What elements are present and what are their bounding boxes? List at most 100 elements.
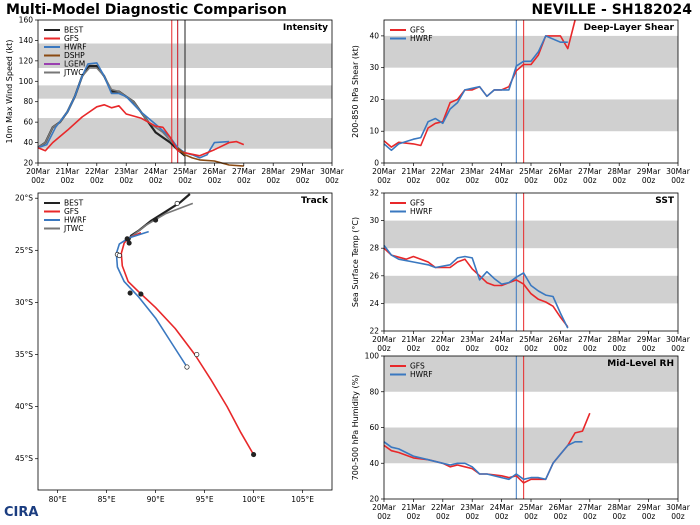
- intensity-panel-title: Intensity: [283, 23, 328, 33]
- sst-series-gfs: [383, 247, 569, 328]
- intensity-ylabel: 10m Max Wind Speed (kt): [5, 40, 14, 144]
- intensity-xtick-date: 29Mar: [291, 167, 316, 176]
- legend-label-gfs: GFS: [410, 26, 425, 35]
- intensity-xtick-hour: 00z: [178, 176, 192, 185]
- shear-ylabel: 200-850 hPa Shear (kt): [351, 45, 360, 138]
- track-ytick-label: 25°S: [15, 246, 33, 255]
- sst-ylabel: Sea Surface Temp (°C): [351, 217, 360, 307]
- intensity-xtick-date: 30Mar: [320, 167, 345, 176]
- shear-xtick-date: 26Mar: [549, 167, 574, 176]
- shear-xtick-hour: 00z: [524, 176, 538, 185]
- track-panel-title: Track: [301, 196, 329, 206]
- sst-xtick-date: 21Mar: [402, 335, 427, 344]
- rh-ytick-label: 40: [369, 459, 379, 468]
- sst-xtick-date: 28Mar: [607, 335, 632, 344]
- rh-xtick-date: 26Mar: [549, 503, 574, 512]
- sst-xtick-date: 24Mar: [490, 335, 515, 344]
- shear-ytick-label: 0: [374, 159, 379, 168]
- intensity-xtick-hour: 00z: [296, 176, 310, 185]
- sst-ytick-label: 28: [369, 244, 379, 253]
- sst-xtick-hour: 00z: [377, 344, 391, 353]
- shear-band-0: [384, 99, 678, 132]
- shear-xtick-hour: 00z: [612, 176, 626, 185]
- rh-xtick-hour: 00z: [671, 512, 685, 521]
- rh-xtick-date: 30Mar: [666, 503, 691, 512]
- sst-xtick-date: 23Mar: [460, 335, 485, 344]
- legend-label-jtwc: JTWC: [63, 68, 83, 77]
- track-position-marker: [138, 291, 144, 297]
- intensity-xtick-date: 25Mar: [173, 167, 198, 176]
- rh-xtick-date: 20Mar: [372, 503, 397, 512]
- shear-xtick-hour: 00z: [377, 176, 391, 185]
- rh-ytick-label: 60: [369, 423, 379, 432]
- rh-ytick-label: 20: [369, 495, 379, 504]
- rh-ytick-label: 80: [369, 387, 379, 396]
- shear-xtick-date: 20Mar: [372, 167, 397, 176]
- track-position-marker: [153, 217, 159, 223]
- intensity-series-dshp: [177, 147, 244, 167]
- intensity-xtick-hour: 00z: [119, 176, 133, 185]
- track-ytick-label: 30°S: [15, 298, 33, 307]
- sst-xtick-hour: 00z: [554, 344, 568, 353]
- sst-xtick-date: 30Mar: [666, 335, 691, 344]
- legend-label-gfs: GFS: [410, 362, 425, 371]
- track-position-marker: [116, 252, 122, 259]
- shear-panel-title: Deep-Layer Shear: [584, 23, 675, 33]
- sst-xtick-hour: 00z: [671, 344, 685, 353]
- sst-xtick-date: 22Mar: [431, 335, 456, 344]
- legend-label-hwrf: HWRF: [410, 207, 433, 216]
- shear-band-1: [384, 35, 678, 68]
- intensity-xtick-hour: 00z: [61, 176, 75, 185]
- sst-xtick-hour: 00z: [583, 344, 597, 353]
- intensity-xtick-hour: 00z: [266, 176, 280, 185]
- sst-series-hwrf: [383, 244, 569, 329]
- track-position-marker: [126, 240, 132, 246]
- rh-xtick-hour: 00z: [407, 512, 421, 521]
- shear-xtick-hour: 00z: [465, 176, 479, 185]
- sst-panel-title: SST: [655, 196, 675, 206]
- legend-label-hwrf: HWRF: [64, 216, 87, 225]
- rh-xtick-date: 21Mar: [402, 503, 427, 512]
- intensity-xtick-hour: 00z: [237, 176, 251, 185]
- intensity-xtick-date: 21Mar: [56, 167, 81, 176]
- legend-label-best: BEST: [64, 199, 84, 208]
- track-xtick-label: 105°E: [291, 495, 314, 504]
- rh-band-1: [384, 356, 678, 392]
- sst-ytick-label: 24: [369, 299, 379, 308]
- sst-xtick-hour: 00z: [642, 344, 656, 353]
- intensity-ytick-label: 160: [19, 16, 34, 25]
- rh-xtick-date: 28Mar: [607, 503, 632, 512]
- sst-xtick-hour: 00z: [465, 344, 479, 353]
- sst-ytick-label: 32: [369, 189, 379, 198]
- rh-ylabel: 700-500 hPa Humidity (%): [351, 375, 360, 481]
- track-series-best: [127, 193, 191, 243]
- intensity-xtick-hour: 00z: [208, 176, 222, 185]
- shear-series-hwrf: [383, 35, 568, 152]
- rh-xtick-hour: 00z: [436, 512, 450, 521]
- track-position-marker: [124, 236, 130, 242]
- shear-xtick-date: 27Mar: [578, 167, 603, 176]
- sst-xtick-hour: 00z: [407, 344, 421, 353]
- track-position-marker: [251, 452, 257, 458]
- rh-band-0: [384, 427, 678, 464]
- legend-label-lgem: LGEM: [64, 60, 85, 69]
- track-xtick-label: 90°E: [147, 495, 165, 504]
- shear-ytick-label: 20: [369, 95, 379, 104]
- track-frame: [37, 192, 333, 491]
- rh-xtick-date: 24Mar: [490, 503, 515, 512]
- intensity-xtick-date: 28Mar: [261, 167, 286, 176]
- legend-label-jtwc: JTWC: [63, 224, 83, 233]
- sst-plot-bg: [384, 193, 678, 331]
- track-xtick-label: 85°E: [98, 495, 116, 504]
- intensity-series-gfs: [37, 104, 245, 157]
- rh-xtick-hour: 00z: [465, 512, 479, 521]
- rh-xtick-date: 27Mar: [578, 503, 603, 512]
- rh-xtick-date: 29Mar: [637, 503, 662, 512]
- legend-label-best: BEST: [64, 26, 84, 35]
- shear-xtick-date: 29Mar: [637, 167, 662, 176]
- intensity-xtick-date: 26Mar: [203, 167, 228, 176]
- shear-ytick-label: 10: [369, 127, 379, 136]
- track-ytick-label: 35°S: [15, 350, 33, 359]
- legend-label-hwrf: HWRF: [64, 43, 87, 52]
